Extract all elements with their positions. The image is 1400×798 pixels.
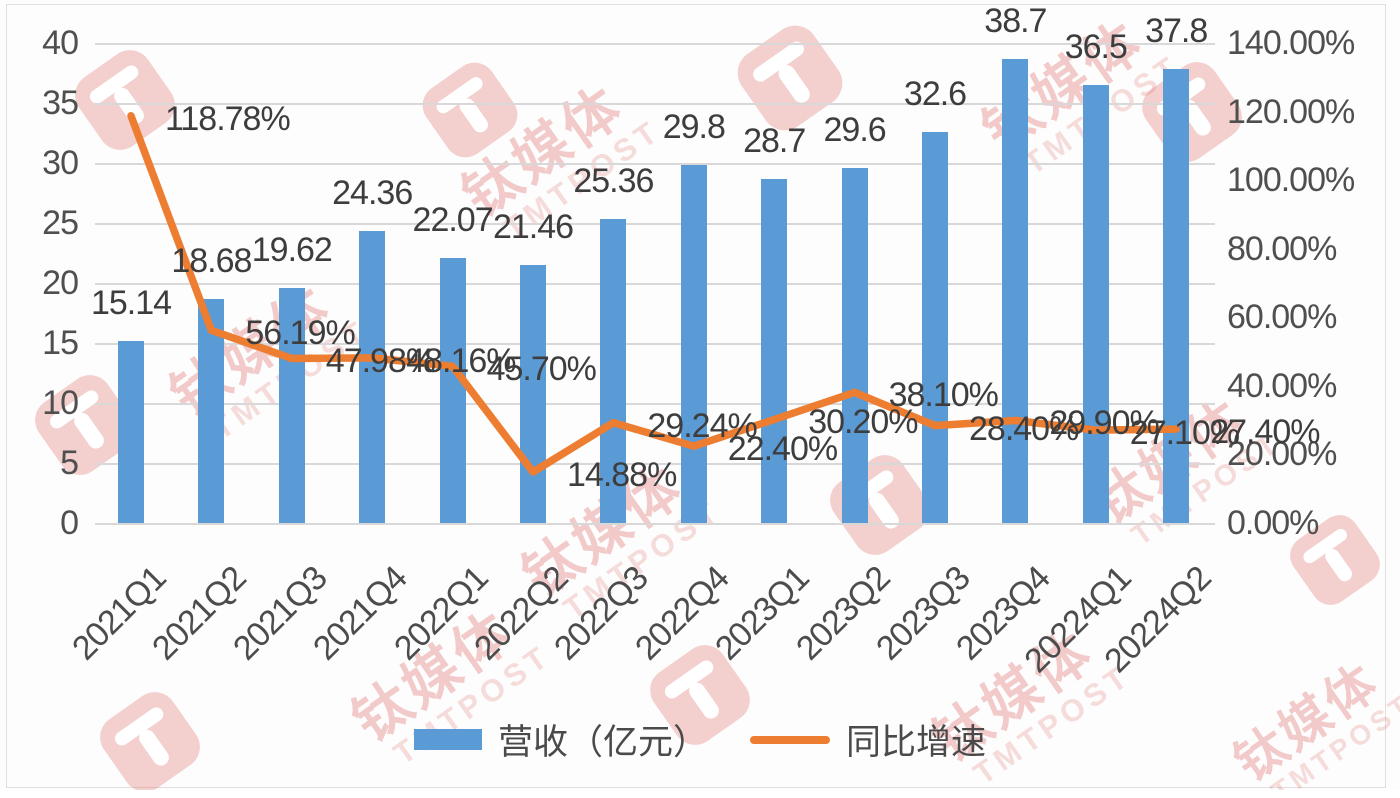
legend: 营收（亿元） 同比增速 xyxy=(0,714,1400,765)
legend-label-growth: 同比增速 xyxy=(846,723,987,762)
right-axis-tick: 100.00% xyxy=(1227,161,1355,200)
gridline xyxy=(95,523,1215,525)
left-axis-tick: 25 xyxy=(42,204,79,242)
bar-value-label: 15.14 xyxy=(90,284,172,323)
bar-value-label: 36.5 xyxy=(1064,28,1128,66)
right-axis-tick: 20.00% xyxy=(1227,435,1337,474)
right-axis-tick: 60.00% xyxy=(1227,298,1337,337)
right-axis-tick: 80.00% xyxy=(1227,229,1337,268)
left-axis-tick: 35 xyxy=(42,84,79,122)
growth-value-label: 118.78% xyxy=(165,99,291,138)
revenue-swatch-icon xyxy=(413,729,482,750)
left-axis-tick: 5 xyxy=(60,444,79,482)
bar-value-label: 38.7 xyxy=(984,1,1047,40)
legend-label-revenue: 营收（亿元） xyxy=(497,723,708,762)
growth-value-label: 14.88% xyxy=(567,455,677,494)
legend-item-growth: 同比增速 xyxy=(750,714,986,765)
growth-value-label: 45.70% xyxy=(486,350,597,389)
right-axis-tick: 0.00% xyxy=(1227,504,1319,542)
left-axis-tick: 15 xyxy=(42,324,79,362)
growth-value-label: 38.10% xyxy=(888,376,999,415)
right-axis-tick: 40.00% xyxy=(1227,366,1337,405)
right-axis-tick: 120.00% xyxy=(1227,92,1355,131)
left-axis-tick: 0 xyxy=(60,504,79,542)
bar-value-label: 32.6 xyxy=(903,74,967,113)
growth-value-label: 27.40% xyxy=(1210,413,1320,452)
gridline xyxy=(95,103,1215,105)
bar-value-label: 25.36 xyxy=(573,161,654,200)
left-axis-tick: 10 xyxy=(42,384,79,422)
left-axis-tick: 40 xyxy=(42,24,79,62)
gridline xyxy=(95,43,1215,45)
legend-item-revenue: 营收（亿元） xyxy=(413,714,708,765)
bar-value-label: 29.6 xyxy=(823,110,887,149)
bar-value-label: 37.8 xyxy=(1145,12,1208,51)
left-axis-tick: 20 xyxy=(42,264,79,302)
growth-line-marker-icon xyxy=(750,735,830,744)
bar-value-label: 21.46 xyxy=(492,208,574,247)
bar-value-label: 19.62 xyxy=(251,230,333,269)
right-axis-tick: 140.00% xyxy=(1227,24,1355,62)
left-axis-tick: 30 xyxy=(42,144,79,182)
